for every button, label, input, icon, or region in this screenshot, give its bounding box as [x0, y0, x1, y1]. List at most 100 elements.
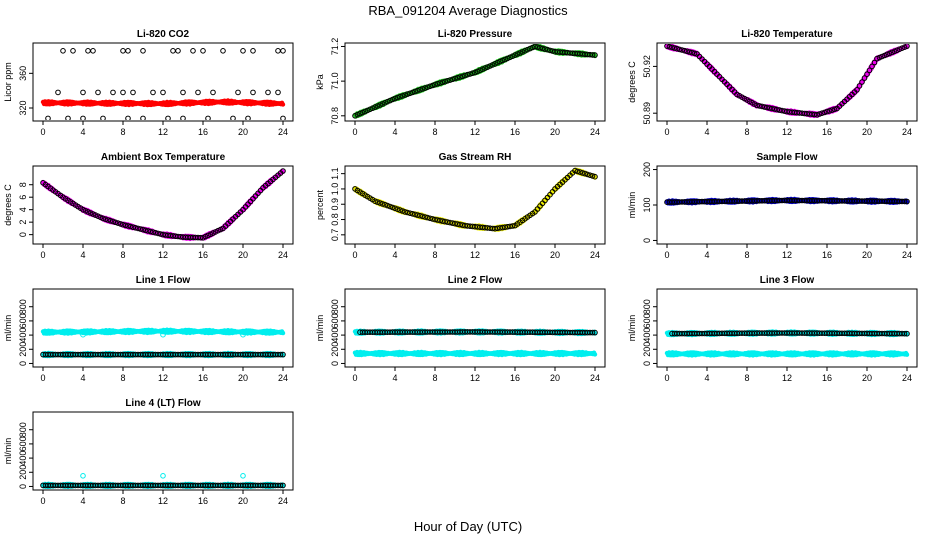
data-point: [537, 45, 543, 51]
y-tick-label: 100: [642, 197, 652, 212]
x-tick-label: 12: [470, 250, 480, 260]
data-point: [549, 48, 556, 54]
x-tick-label: 0: [664, 127, 669, 137]
data-point: [859, 79, 865, 85]
data-point: [240, 331, 246, 338]
data-point: [899, 45, 905, 52]
data-point: [422, 85, 428, 91]
data-point: [280, 351, 286, 358]
y-tick-label: 70.8: [330, 107, 340, 125]
data-point: [904, 198, 910, 205]
data-point: [210, 89, 216, 96]
y-tick-label: 6: [18, 195, 28, 200]
data-point: [819, 110, 825, 116]
data-point: [761, 104, 768, 110]
y-tick-label: 0: [18, 232, 28, 237]
data-point: [280, 48, 286, 54]
y-axis-label: ml/min: [3, 315, 13, 342]
series-main: [40, 98, 286, 108]
data-point: [240, 48, 246, 54]
data-point: [399, 208, 406, 214]
data-point: [110, 218, 116, 225]
data-point: [866, 67, 873, 74]
y-axis-label: ml/min: [627, 192, 637, 219]
data-point: [280, 115, 286, 120]
data-point: [502, 224, 508, 230]
data-point: [821, 109, 828, 116]
data-point: [886, 50, 893, 57]
data-point: [414, 212, 421, 218]
data-point: [407, 90, 413, 97]
data-point: [147, 228, 154, 235]
panel-data: [664, 44, 910, 119]
data-point: [235, 89, 241, 96]
y-axis-label: degrees C: [627, 61, 637, 103]
data-point: [389, 96, 396, 103]
data-point: [175, 48, 181, 54]
data-point: [55, 89, 61, 96]
data-point: [427, 215, 433, 222]
data-point: [100, 115, 106, 120]
data-point: [674, 45, 680, 52]
data-point: [499, 224, 506, 231]
data-point: [427, 83, 433, 90]
data-point: [389, 204, 396, 211]
series-hourly: [352, 44, 598, 119]
data-point: [95, 89, 101, 96]
data-point: [879, 53, 885, 60]
y-tick-label: 200: [18, 342, 28, 357]
data-point: [507, 223, 513, 230]
data-point: [776, 107, 783, 113]
data-point: [277, 351, 284, 358]
x-tick-label: 8: [432, 250, 437, 260]
data-point: [684, 48, 690, 55]
x-tick-label: 4: [392, 250, 397, 260]
data-point: [412, 211, 418, 218]
data-point: [170, 48, 176, 54]
data-point: [589, 173, 596, 179]
data-point: [469, 70, 476, 76]
x-tick-label: 12: [782, 250, 792, 260]
data-point: [544, 46, 551, 53]
series-hourly: [664, 44, 910, 118]
panel-title: Ambient Box Temperature: [101, 152, 226, 163]
data-point: [816, 111, 823, 117]
data-point: [127, 223, 134, 230]
data-point: [412, 88, 418, 95]
x-tick-label: 16: [198, 250, 208, 260]
x-tick-label: 4: [80, 127, 85, 137]
data-point: [197, 234, 204, 241]
data-point: [130, 224, 136, 230]
x-tick-label: 8: [120, 373, 125, 383]
data-point: [120, 221, 126, 228]
data-point: [402, 92, 408, 98]
data-point: [824, 108, 830, 115]
data-point: [449, 220, 456, 226]
data-point: [382, 201, 388, 208]
series-upper: [40, 327, 286, 336]
x-tick-label: 24: [902, 127, 912, 137]
data-point: [275, 89, 281, 96]
x-tick-label: 12: [470, 127, 480, 137]
data-point: [115, 220, 121, 226]
data-point: [180, 115, 186, 120]
data-point: [404, 209, 411, 216]
data-point: [499, 57, 506, 64]
series-outliers-mid: [55, 89, 281, 96]
panel-data: [40, 168, 286, 242]
data-point: [200, 48, 206, 54]
x-tick-label: 20: [238, 127, 248, 137]
data-point: [150, 229, 156, 235]
x-tick-label: 16: [198, 373, 208, 383]
x-tick-label: 8: [120, 250, 125, 260]
y-tick-label: 0.9: [330, 198, 340, 211]
data-point: [80, 331, 86, 338]
data-point: [135, 225, 141, 232]
x-tick-label: 4: [392, 127, 397, 137]
x-tick-label: 0: [40, 127, 45, 137]
data-point: [539, 45, 546, 52]
x-tick-label: 4: [80, 373, 85, 383]
data-point: [190, 48, 196, 54]
data-point: [582, 170, 588, 177]
